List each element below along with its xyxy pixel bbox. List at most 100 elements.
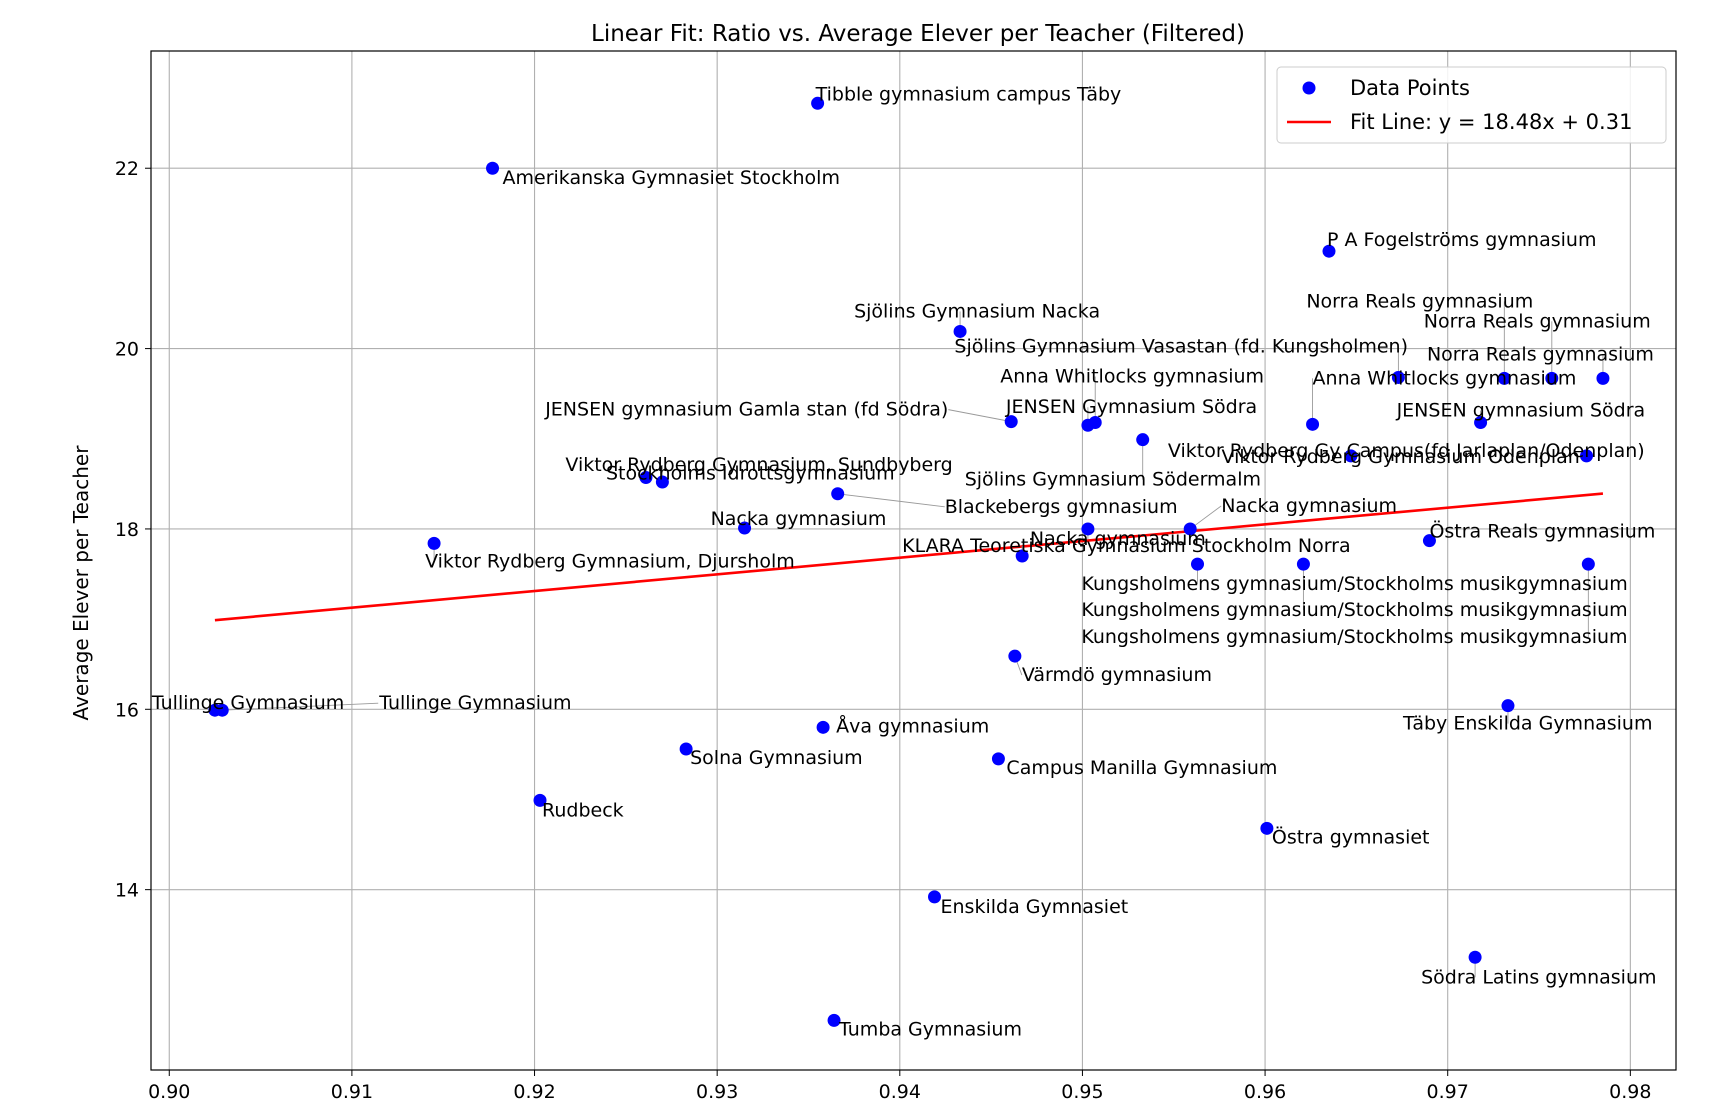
data-point-label: Sjölins Gymnasium Vasastan (fd. Kungshol… (954, 335, 1408, 357)
data-point-label: Kungsholmens gymnasium/Stockholms musikg… (1081, 599, 1627, 621)
y-axis-label: Average Elever per Teacher (69, 445, 93, 721)
x-tick-label: 0.96 (1244, 1081, 1286, 1103)
data-point-label: Nacka gymnasium (1030, 528, 1206, 550)
data-point (1081, 418, 1095, 432)
data-point (427, 536, 441, 550)
data-point-label: Åva gymnasium (836, 714, 989, 737)
data-point (1545, 371, 1559, 385)
y-tick-label: 16 (115, 699, 139, 721)
data-point (1468, 950, 1482, 964)
data-point (1474, 416, 1488, 430)
data-point (1008, 649, 1022, 663)
data-point (1306, 417, 1320, 431)
data-point-label: Sjölins Gymnasium Södermalm (965, 469, 1261, 491)
data-point (639, 471, 653, 485)
data-point (1391, 370, 1405, 384)
data-point-label: Kungsholmens gymnasium/Stockholms musikg… (1081, 573, 1627, 595)
data-point (1136, 433, 1150, 447)
axis-ticks: 0.90 0.91 0.92 0.93 0.94 0.95 0.96 0.97 0.98 14 16… (115, 158, 1652, 1103)
legend-label: Data Points (1350, 76, 1470, 100)
data-point-label: Kungsholmens gymnasium/Stockholms musikg… (1081, 626, 1627, 648)
data-point-label: P A Fogelströms gymnasium (1327, 229, 1596, 251)
data-point (831, 487, 845, 501)
x-tick-label: 0.91 (331, 1081, 373, 1103)
data-point (533, 793, 547, 807)
data-point-label: KLARA Teoretiska Gymnasium Stockholm Nor… (902, 535, 1350, 557)
data-point (215, 703, 229, 717)
data-point-label: Tibble gymnasium campus Täby (815, 83, 1122, 105)
data-point (1081, 522, 1095, 536)
data-point-label: Amerikanska Gymnasiet Stockholm (503, 167, 840, 189)
data-point (1580, 449, 1594, 463)
data-point (928, 890, 942, 904)
fit-line (214, 492, 1604, 622)
data-point (655, 475, 669, 489)
x-tick-label: 0.93 (696, 1081, 738, 1103)
data-point-label: JENSEN gymnasium Gamla stan (fd Södra) (544, 399, 948, 421)
x-tick-label: 0.97 (1427, 1081, 1469, 1103)
x-tick-label: 0.98 (1609, 1081, 1651, 1103)
x-tick-label: 0.90 (148, 1081, 190, 1103)
data-point-label: Nacka gymnasium (711, 508, 887, 530)
data-point (1296, 557, 1310, 571)
data-point-label: Tumba Gymnasium (838, 1018, 1022, 1040)
legend-box (1276, 66, 1667, 144)
data-point (486, 161, 500, 175)
data-point (1422, 534, 1436, 548)
data-point-label: Östra Reals gymnasium (1429, 520, 1655, 543)
y-tick-label: 20 (115, 339, 139, 361)
data-point-label: Viktor Rydberg Gymnasium Odenplan (1222, 446, 1580, 468)
data-point-labels: Tibble gymnasium campus Täby Amerikanska … (151, 83, 1657, 1040)
data-point-label: Anna Whitlocks gymnasium (1000, 366, 1264, 388)
data-point-label: Norra Reals gymnasium (1424, 310, 1651, 332)
x-tick-label: 0.94 (879, 1081, 921, 1103)
data-point (1596, 371, 1610, 385)
data-point-label: Viktor Rydberg Gymnasium, Djursholm (425, 550, 795, 572)
plot-frame (150, 50, 1677, 1071)
data-point (1322, 244, 1336, 258)
data-point (738, 521, 752, 535)
data-point-label: Solna Gymnasium (690, 747, 863, 769)
label-leader (222, 702, 379, 711)
data-point-label: Campus Manilla Gymnasium (1006, 757, 1277, 779)
data-point (679, 742, 693, 756)
data-points (208, 96, 1610, 1027)
label-leader (948, 409, 1012, 423)
data-point-label: Tullinge Gymnasium (151, 692, 344, 714)
data-point-label: Nacka gymnasium (1221, 495, 1397, 517)
data-point-label: Östra gymnasiet (1272, 825, 1430, 848)
data-point (811, 96, 825, 110)
data-point-label: Blackebergs gymnasium (945, 496, 1178, 518)
data-point-label: Norra Reals gymnasium (1306, 290, 1533, 312)
data-point (1497, 371, 1511, 385)
data-point-label: Täby Enskilda Gymnasium (1402, 713, 1653, 735)
data-point-label: JENSEN gymnasium Södra (1396, 400, 1646, 422)
y-tick-label: 18 (115, 519, 139, 541)
data-point (827, 1013, 841, 1027)
data-point (1183, 522, 1197, 536)
data-point-label: Tullinge Gymnasium (378, 692, 571, 714)
x-tick-label: 0.95 (1061, 1081, 1103, 1103)
legend: Data Points Fit Line: y = 18.48x + 0.31 (1276, 66, 1667, 144)
data-point (1190, 557, 1204, 571)
data-point (1015, 549, 1029, 563)
legend-label: Fit Line: y = 18.48x + 0.31 (1350, 110, 1632, 134)
y-tick-label: 22 (115, 158, 139, 180)
legend-marker (1302, 81, 1316, 95)
y-tick-label: 14 (115, 880, 139, 902)
data-point-label: Sjölins Gymnasium Nacka (854, 300, 1100, 322)
data-point (1004, 415, 1018, 429)
fit-line-layer (214, 492, 1604, 622)
data-point (1501, 699, 1515, 713)
data-point-label: Viktor Rydberg Gymnasium, Sundbyberg (565, 454, 952, 476)
data-point-label: Enskilda Gymnasiet (941, 896, 1129, 918)
data-point (1581, 557, 1595, 571)
data-point (816, 720, 830, 734)
data-point-label: Viktor Rydberg Gy Campus(fd Jarlaplan/Od… (1168, 440, 1645, 462)
data-point (1344, 449, 1358, 463)
chart-title: Linear Fit: Ratio vs. Average Elever per… (591, 21, 1245, 47)
data-point-label: Norra Reals gymnasium (1427, 343, 1654, 365)
data-point-label: Anna Whitlocks gymnasium (1313, 367, 1577, 389)
x-tick-label: 0.92 (513, 1081, 555, 1103)
